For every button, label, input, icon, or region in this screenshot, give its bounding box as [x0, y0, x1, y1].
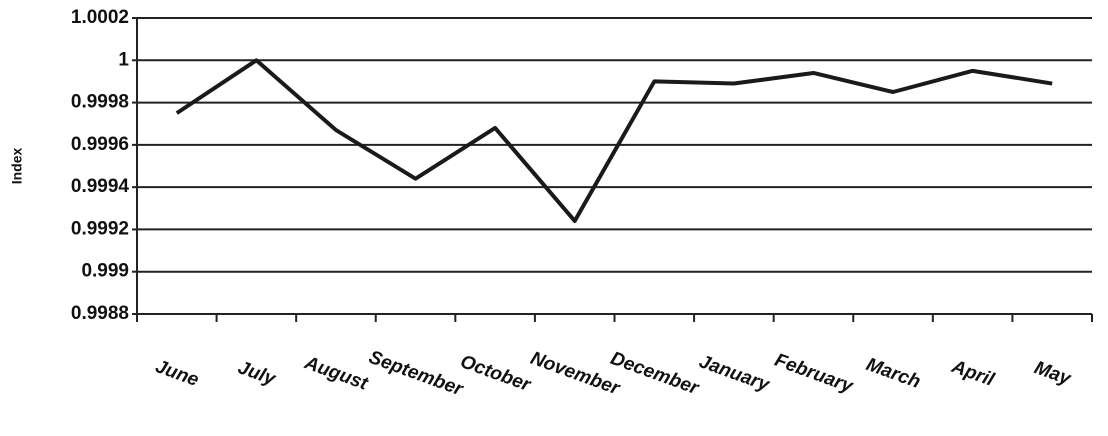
y-tick-label: 0.9992 [71, 218, 129, 239]
x-tick-label: June [153, 356, 202, 391]
x-tick-label: May [1031, 357, 1074, 390]
y-tick-label: 0.9994 [71, 176, 130, 197]
x-tick-label: November [528, 348, 624, 400]
x-tick-label: July [235, 357, 279, 390]
y-tick-label: 0.9988 [71, 303, 129, 324]
y-axis-label: Index [9, 148, 25, 185]
y-tick-label: 0.9998 [71, 92, 129, 113]
x-tick-label: September [366, 347, 467, 401]
x-tick-label: October [457, 351, 534, 396]
x-tick-label: February [772, 350, 857, 398]
x-tick-label: August [301, 352, 371, 395]
y-tick-label: 0.999 [81, 261, 129, 282]
x-tick-label: March [863, 354, 923, 393]
y-tick-label: 1 [118, 49, 129, 70]
x-tick-label: January [696, 351, 773, 396]
y-tick-label: 1.0002 [71, 7, 129, 28]
x-tick-label: April [948, 356, 997, 391]
y-tick-label: 0.9996 [71, 134, 129, 155]
line-series [175, 58, 1053, 223]
x-tick-label: December [608, 348, 703, 400]
